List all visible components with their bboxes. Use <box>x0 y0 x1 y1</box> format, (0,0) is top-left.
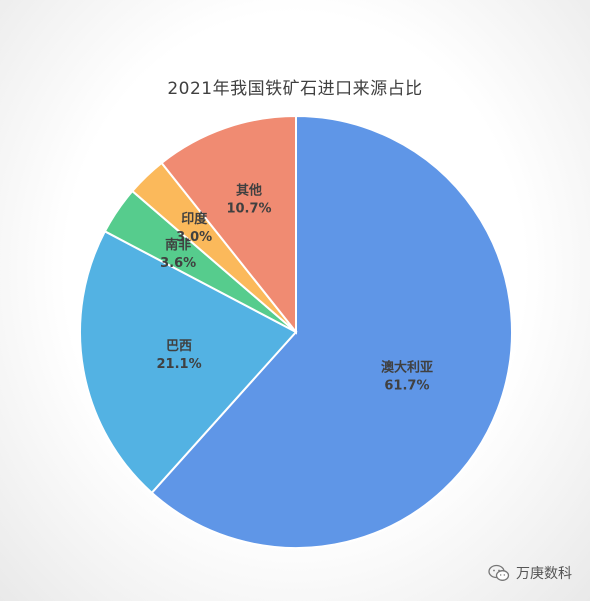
slice-value-label: 3.6% <box>160 256 196 271</box>
slice-value-label: 10.7% <box>226 201 271 216</box>
slice-name-label: 南非 <box>165 237 191 253</box>
watermark: 万庚数科 <box>488 563 572 583</box>
pie-slice-1 <box>150 114 513 549</box>
slice-name-label: 澳大利亚 <box>381 359 433 375</box>
slice-value-label: 61.7% <box>384 378 429 393</box>
pie-slice-5 <box>160 114 297 335</box>
slice-value-label: 3.0% <box>176 230 212 245</box>
watermark-text: 万庚数科 <box>516 566 572 582</box>
slice-name-label: 巴西 <box>166 339 192 354</box>
chart-title: 2021年我国铁矿石进口来源占比 <box>167 79 423 99</box>
slice-value-label: 21.1% <box>157 357 202 372</box>
pie-slice-2 <box>79 229 298 495</box>
pie-labels: 澳大利亚 61.7% 巴西 21.1% 南非 3.6% 印度 3.0% 其他 10.7% <box>157 182 433 393</box>
slice-name-label: 其他 <box>236 182 262 198</box>
wechat-icon <box>488 564 510 581</box>
slice-name-label: 印度 <box>181 211 208 227</box>
pie-slices <box>79 114 513 549</box>
